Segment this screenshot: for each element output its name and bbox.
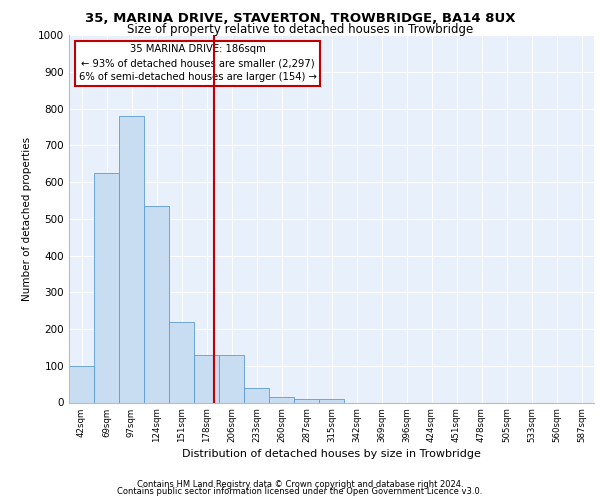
Bar [219,354,244,403]
Bar [144,206,169,402]
Bar [294,399,319,402]
Bar [244,388,269,402]
Bar [319,399,344,402]
Bar [69,366,94,403]
Text: 35, MARINA DRIVE, STAVERTON, TROWBRIDGE, BA14 8UX: 35, MARINA DRIVE, STAVERTON, TROWBRIDGE,… [85,12,515,26]
Text: Contains public sector information licensed under the Open Government Licence v3: Contains public sector information licen… [118,488,482,496]
Y-axis label: Number of detached properties: Number of detached properties [22,136,32,301]
X-axis label: Distribution of detached houses by size in Trowbridge: Distribution of detached houses by size … [182,449,481,459]
Bar [194,354,219,403]
Text: Size of property relative to detached houses in Trowbridge: Size of property relative to detached ho… [127,24,473,36]
Bar [119,116,144,403]
Bar [269,397,294,402]
Bar [169,322,194,402]
Text: 35 MARINA DRIVE: 186sqm
← 93% of detached houses are smaller (2,297)
6% of semi-: 35 MARINA DRIVE: 186sqm ← 93% of detache… [79,44,317,82]
Bar [94,173,119,402]
Text: Contains HM Land Registry data © Crown copyright and database right 2024.: Contains HM Land Registry data © Crown c… [137,480,463,489]
